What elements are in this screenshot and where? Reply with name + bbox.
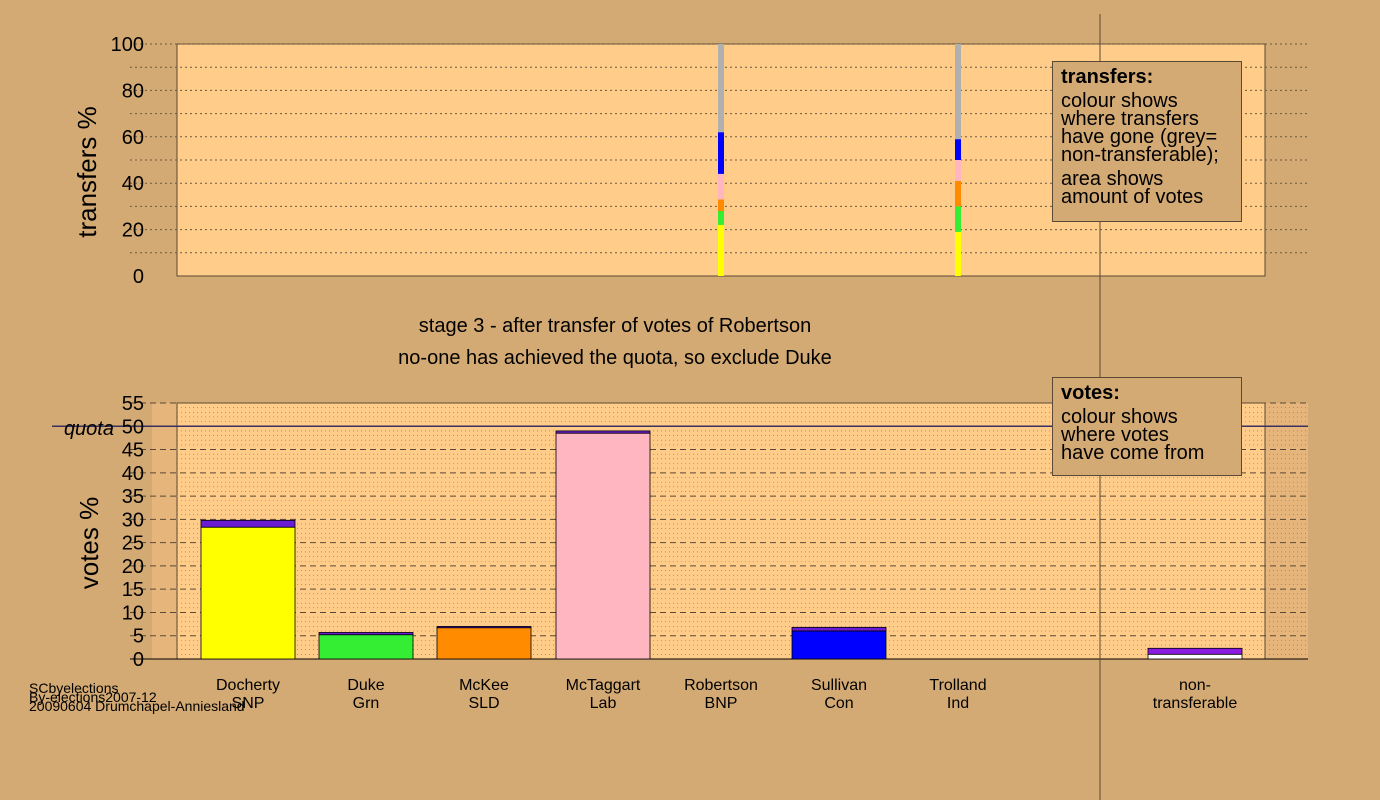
votes-tick-label: 35 [122,486,144,508]
footer-line-2: By-elections2007-12 [29,689,157,705]
transfer-segment [718,173,724,200]
transfer-segment [955,44,961,140]
transfers-tick-label: 0 [133,266,144,288]
votes-tick-label: 45 [122,440,144,462]
transfers-tick-label: 100 [111,34,144,56]
category-label-party: SLD [468,695,499,712]
category-label-party: Ind [947,695,969,712]
transfer-segment [955,160,961,181]
category-label-name: Docherty [216,677,280,694]
transfers-tick-label: 40 [122,173,144,195]
transfers-axis-title: transfers % [72,106,102,238]
votes-tick-label: 55 [122,393,144,415]
transfer-segment [955,206,961,232]
quota-label: quota [64,418,114,440]
category-label-name: Sullivan [811,677,867,694]
vote-bar [555,432,651,660]
transfer-segment [718,224,724,276]
transfers-legend-title: transfers: [1061,66,1154,88]
category-label-name: non- [1179,677,1211,694]
votes-legend-title: votes: [1061,382,1120,404]
category-label-party: SNP [232,695,265,712]
votes-tick-label: 10 [122,602,144,624]
transfer-segment [955,231,961,276]
vote-bar [436,627,532,660]
transfers-tick-label: 60 [122,127,144,149]
category-label-party: BNP [705,695,738,712]
vote-bar [318,634,414,660]
vote-bar-transfer [791,626,887,632]
votes-tick-label: 30 [122,509,144,531]
votes-tick-label: 0 [133,649,144,671]
votes-tick-label: 50 [122,416,144,438]
transfers-tick-label: 20 [122,220,144,242]
category-label-party: Lab [590,695,617,712]
transfer-segment [718,44,724,133]
transfers-legend: transfers: colour shows where transfers … [1052,61,1242,222]
transfer-segment [718,211,724,225]
transfer-segment [718,132,724,174]
votes-tick-label: 25 [122,533,144,555]
votes-legend-text: colour shows where votes have come from [1061,406,1205,464]
transfer-segment [955,180,961,207]
footer-line-1: SCbyelections [29,680,119,696]
vote-bar [1147,653,1243,660]
category-label-name: McKee [459,677,509,694]
stage-line-2: no-one has achieved the quota, so exclud… [398,347,832,369]
vote-bar [200,526,296,660]
transfers-legend-text-1: colour shows where transfers have gone (… [1061,90,1219,166]
category-label-party: Con [824,695,853,712]
transfers-legend-text-2: area shows amount of votes [1061,168,1204,208]
votes-tick-label: 40 [122,463,144,485]
vote-bar-transfer [200,519,296,528]
stage-line-1: stage 3 - after transfer of votes of Rob… [418,315,812,337]
votes-tick-label: 20 [122,556,144,578]
transfers-tick-label: 80 [122,80,144,102]
category-label-name: McTaggart [566,677,641,694]
category-label-name: Duke [347,677,384,694]
category-label-name: Robertson [684,677,758,694]
votes-legend: votes: colour shows where votes have com… [1052,377,1242,476]
votes-tick-label: 15 [122,579,144,601]
vote-bar-transfer [1147,647,1243,655]
category-label-party: Grn [353,695,380,712]
transfer-segment [955,139,961,160]
votes-axis-title: votes % [74,497,104,590]
vote-bar [791,630,887,660]
category-label-party: transferable [1153,695,1238,712]
footer-line-3: 20090604 Drumchapel-Anniesland [29,698,245,714]
transfer-segment [718,199,724,212]
category-label-name: Trolland [929,677,986,694]
votes-tick-label: 5 [133,626,144,648]
